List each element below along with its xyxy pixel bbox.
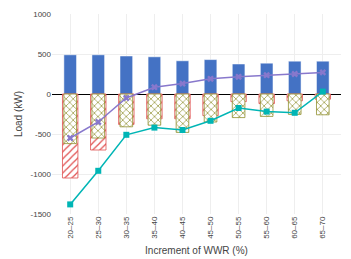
svg-text:50–55: 50–55: [234, 216, 243, 239]
svg-text:35–40: 35–40: [150, 216, 159, 239]
svg-text:0: 0: [47, 90, 52, 99]
svg-text:-500: -500: [35, 130, 52, 139]
svg-text:1000: 1000: [33, 10, 51, 19]
svg-text:20–25: 20–25: [66, 216, 75, 239]
svg-text:40–45: 40–45: [178, 216, 187, 239]
svg-text:60–65: 60–65: [290, 216, 299, 239]
svg-text:Load (kW): Load (kW): [13, 91, 24, 137]
svg-text:-1500: -1500: [31, 210, 52, 219]
svg-text:65–70: 65–70: [318, 216, 327, 239]
svg-text:500: 500: [38, 50, 52, 59]
svg-text:55–60: 55–60: [262, 216, 271, 239]
svg-text:-1000: -1000: [31, 170, 52, 179]
svg-text:45–50: 45–50: [206, 216, 215, 239]
svg-text:25–30: 25–30: [94, 216, 103, 239]
svg-text:Increment of WWR (%): Increment of WWR (%): [145, 245, 248, 256]
svg-text:30–35: 30–35: [122, 216, 131, 239]
